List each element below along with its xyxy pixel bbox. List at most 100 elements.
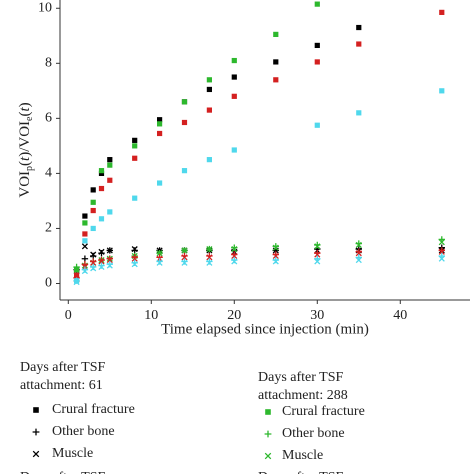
marker-x [98, 248, 105, 255]
legend-label: Other bone [52, 424, 115, 439]
marker-square [314, 1, 320, 7]
marker-x [156, 259, 163, 266]
marker-square [181, 99, 188, 105]
x-tick-label: 10 [144, 308, 158, 323]
y-axis-label-part: p [24, 166, 35, 171]
marker-x [314, 258, 321, 265]
marker-square [82, 213, 88, 219]
marker-square [206, 77, 212, 83]
legend-title: Days after TSF [20, 470, 105, 474]
marker-square [314, 42, 320, 49]
marker-square [206, 157, 212, 163]
legend-title: Days after TSF [20, 360, 105, 375]
marker-square [82, 231, 88, 237]
marker-x [156, 250, 163, 257]
marker-square [107, 157, 113, 163]
marker-square [132, 143, 138, 149]
y-axis-label-part: ) [17, 102, 33, 107]
marker-plus [81, 255, 89, 262]
x-tick-label: 30 [310, 308, 324, 323]
legend-title: Days after TSF [258, 370, 343, 385]
marker-plus [32, 428, 40, 436]
marker-square [156, 121, 163, 127]
marker-x [272, 258, 279, 265]
legend-title: Days after TSF [258, 470, 343, 474]
legend-label: Other bone [282, 426, 345, 441]
marker-x [355, 250, 362, 257]
marker-square [90, 207, 96, 214]
marker-square [156, 180, 163, 186]
marker-x [438, 248, 445, 255]
marker-square [439, 88, 445, 94]
y-axis-label-part: VOI [17, 171, 33, 198]
marker-square [98, 170, 105, 176]
marker-square [156, 130, 163, 137]
marker-x [206, 254, 213, 261]
marker-x [131, 261, 138, 268]
marker-x [131, 246, 138, 253]
legend-label: Muscle [52, 446, 93, 461]
y-tick-label: 10 [38, 0, 52, 15]
marker-square [90, 187, 96, 193]
marker-square [439, 9, 445, 15]
y-axis-label-part: e [24, 116, 35, 121]
y-axis-label-part: )/VOI [17, 121, 33, 157]
legend-label: Muscle [282, 448, 323, 463]
marker-x [231, 246, 238, 253]
marker-square [156, 117, 163, 123]
marker-plus [264, 430, 272, 438]
marker-square [231, 57, 237, 64]
marker-square [231, 147, 237, 153]
marker-square [356, 24, 362, 31]
marker-square [82, 238, 88, 244]
marker-square [107, 209, 113, 215]
marker-square [98, 168, 105, 174]
marker-square [132, 155, 138, 161]
marker-square [90, 199, 96, 205]
marker-x [98, 263, 105, 271]
y-axis-label-part: ( [17, 112, 33, 117]
marker-square [33, 407, 39, 413]
marker-square [90, 225, 96, 232]
legend-title: attachment: 288 [258, 388, 348, 403]
marker-x [106, 262, 113, 269]
marker-x [90, 259, 97, 266]
marker-x [106, 257, 113, 264]
legend-title: attachment: 61 [20, 378, 103, 393]
marker-x [98, 258, 105, 265]
marker-x [181, 247, 188, 254]
x-axis-label: Time elapsed since injection (min) [161, 321, 369, 337]
marker-square [206, 107, 212, 113]
marker-square [356, 110, 362, 116]
marker-x [81, 243, 88, 250]
marker-square [107, 177, 113, 183]
marker-square [98, 216, 105, 222]
y-axis-label: VOIp(t)/VOIe(t) [17, 102, 35, 197]
marker-x [181, 259, 188, 266]
marker-square [181, 168, 188, 174]
legend-label: Crural fracture [282, 404, 365, 419]
x-tick-label: 20 [227, 308, 241, 323]
marker-square [82, 220, 88, 226]
marker-square [314, 59, 320, 65]
marker-x [206, 259, 213, 266]
y-axis-label-part: t [17, 156, 33, 161]
marker-square [356, 41, 362, 47]
y-tick-label: 0 [45, 276, 52, 291]
marker-x [355, 257, 362, 264]
y-tick-label: 6 [45, 111, 52, 126]
marker-x [181, 254, 188, 261]
marker-x [231, 258, 238, 265]
marker-x [314, 243, 321, 250]
marker-x [73, 279, 80, 286]
marker-x [355, 241, 362, 249]
marker-square [314, 122, 320, 128]
marker-square [231, 93, 237, 99]
y-tick-label: 8 [45, 56, 52, 71]
marker-x [32, 450, 40, 458]
x-tick-label: 40 [393, 308, 407, 323]
y-axis-label-part: t [17, 107, 33, 112]
marker-x [131, 255, 138, 262]
marker-square [107, 162, 113, 168]
marker-x [206, 246, 213, 253]
